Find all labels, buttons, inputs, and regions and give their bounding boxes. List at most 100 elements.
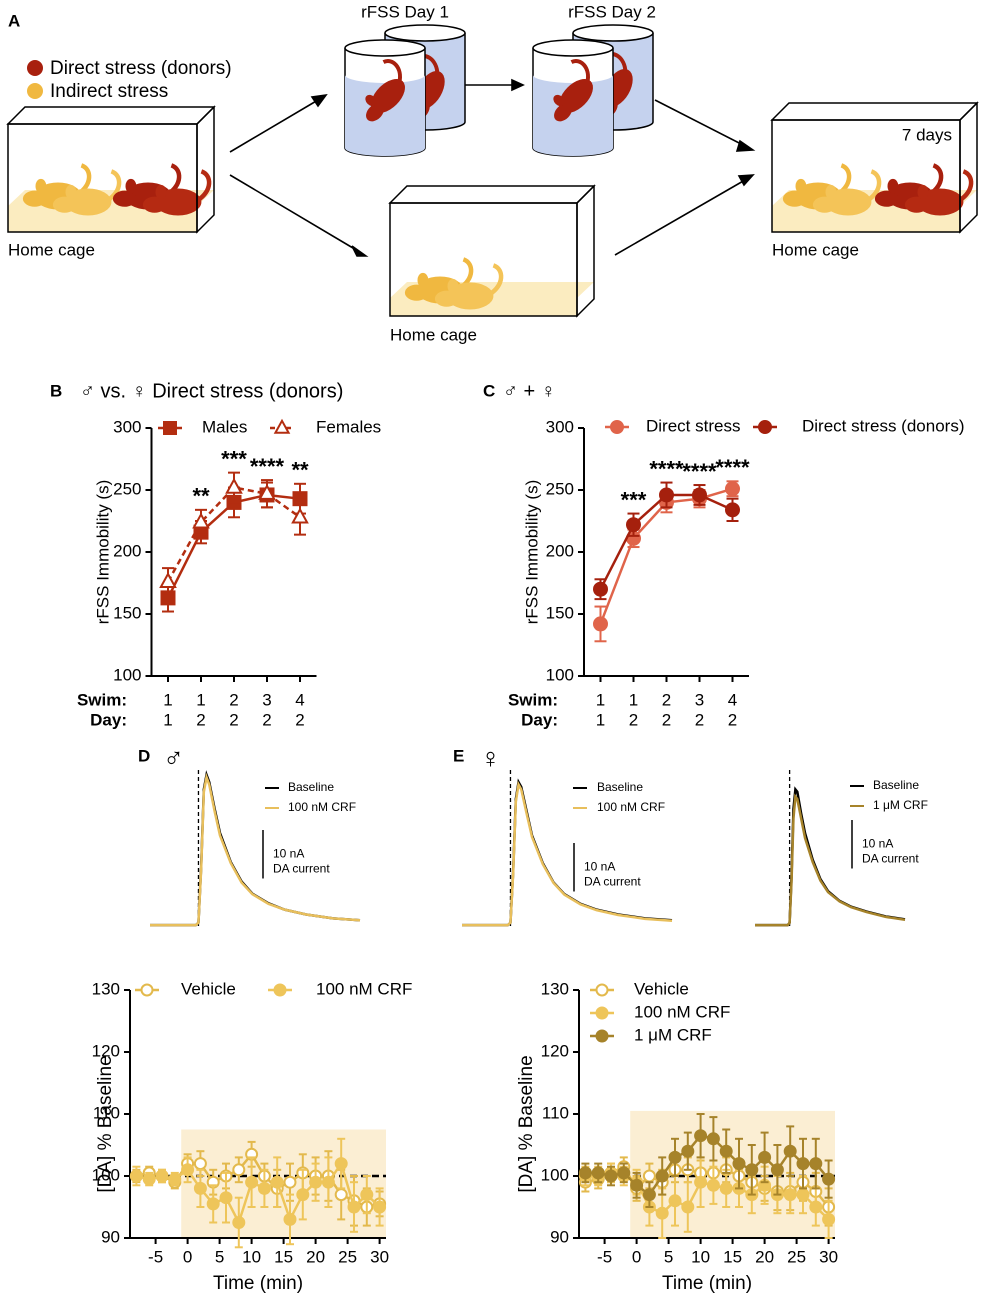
x-tick-label: 10 — [691, 1247, 710, 1266]
x-tick-label: 2 — [295, 710, 304, 729]
data-point — [809, 1200, 823, 1214]
cage-label: Home cage — [390, 325, 477, 344]
scale-bar-caption: DA current — [584, 874, 641, 888]
data-point — [321, 1175, 335, 1189]
y-axis-label: rFSS Immobility (s) — [93, 480, 112, 625]
data-point — [719, 1144, 733, 1158]
data-point — [232, 1216, 246, 1229]
legend-marker — [758, 420, 772, 434]
data-point — [578, 1166, 592, 1180]
data-point — [309, 1175, 323, 1189]
x-tick-label: 4 — [728, 690, 737, 709]
data-point — [129, 1169, 143, 1183]
data-point — [822, 1172, 836, 1186]
trace-line — [755, 793, 906, 927]
x-tick-label: 20 — [306, 1247, 325, 1266]
data-point — [655, 1206, 669, 1220]
data-point — [822, 1212, 836, 1226]
data-point — [593, 581, 608, 597]
legend-label: 100 nM CRF — [597, 800, 665, 814]
y-tick-label: 150 — [546, 603, 574, 622]
legend-label: 1 μM CRF — [634, 1025, 712, 1044]
y-tick-label: 100 — [546, 665, 574, 684]
x-row-label: Day: — [90, 710, 127, 729]
cage-label: Home cage — [8, 240, 95, 259]
stage-label: rFSS Day 1 — [361, 2, 449, 21]
data-point — [796, 1188, 810, 1202]
data-point — [617, 1166, 631, 1180]
x-tick-label: 2 — [196, 710, 205, 729]
data-point — [591, 1166, 605, 1180]
scale-bar-label: 10 nA — [862, 836, 893, 850]
data-point — [719, 1181, 733, 1195]
data-point — [706, 1132, 720, 1146]
home-cage — [6, 105, 216, 234]
y-tick-label: 110 — [542, 1103, 569, 1122]
x-tick-label: 20 — [755, 1247, 774, 1266]
x-tick-label: 2 — [662, 690, 671, 709]
data-point — [692, 487, 707, 503]
data-point — [257, 1181, 271, 1195]
y-tick-label: 120 — [92, 1041, 120, 1060]
legend-marker — [273, 983, 287, 997]
x-tick-label: -5 — [597, 1247, 612, 1266]
y-tick-label: 150 — [113, 603, 141, 622]
panel-letter: B — [50, 381, 62, 400]
x-tick-label: 1 — [163, 710, 172, 729]
significance-label: **** — [715, 455, 750, 480]
significance-label: ** — [291, 458, 309, 483]
chart-title: ♂ — [163, 742, 184, 773]
y-tick-label: 100 — [92, 1165, 120, 1184]
panel-letter: C — [483, 381, 495, 400]
scale-bar-label: 10 nA — [273, 846, 304, 860]
data-point — [193, 1181, 207, 1195]
y-tick-label: 250 — [113, 479, 141, 498]
data-point — [725, 502, 740, 518]
x-tick-label: 3 — [262, 690, 271, 709]
significance-label: **** — [682, 459, 717, 484]
data-point — [193, 1157, 207, 1171]
x-tick-label: 1 — [163, 690, 172, 709]
y-tick-label: 130 — [92, 979, 120, 998]
y-axis-label: rFSS Immobility (s) — [522, 480, 541, 625]
legend-label: Baseline — [597, 780, 643, 794]
legend-dot — [27, 83, 43, 99]
chart-title: ♀ — [480, 742, 501, 773]
data-point — [206, 1197, 220, 1211]
data-point — [360, 1188, 374, 1202]
data-point — [655, 1169, 669, 1183]
x-row-label: Swim: — [508, 690, 558, 709]
y-axis-label: [DA] % Baseline — [516, 1055, 537, 1192]
y-tick-label: 90 — [101, 1227, 120, 1246]
data-point — [296, 1188, 310, 1202]
x-tick-label: 2 — [728, 710, 737, 729]
y-tick-label: 120 — [541, 1041, 569, 1060]
data-point — [142, 1172, 156, 1186]
data-point — [291, 507, 309, 524]
y-tick-label: 250 — [546, 479, 574, 498]
data-point — [168, 1172, 182, 1186]
data-point — [593, 616, 608, 632]
legend-label: Baseline — [288, 780, 334, 794]
data-point — [770, 1163, 784, 1177]
x-tick-label: 2 — [262, 710, 271, 729]
x-tick-label: 1 — [629, 690, 638, 709]
data-point — [681, 1200, 695, 1214]
trace-line — [150, 772, 361, 927]
x-tick-label: 30 — [370, 1247, 389, 1266]
chart-title: ♂ vs. ♀ Direct stress (donors) — [80, 380, 343, 402]
legend-label: 100 nM CRF — [288, 800, 356, 814]
legend-label: 1 μM CRF — [873, 798, 928, 812]
data-point — [604, 1169, 618, 1183]
legend-marker — [595, 983, 609, 997]
x-tick-label: 1 — [596, 710, 605, 729]
chart-title: ♂ + ♀ — [503, 380, 556, 402]
x-tick-label: 4 — [295, 690, 304, 709]
data-point — [155, 1169, 169, 1183]
legend-label: 100 nM CRF — [316, 979, 412, 998]
data-point — [225, 477, 243, 494]
data-point — [159, 571, 177, 588]
legend-label: 100 nM CRF — [634, 1002, 730, 1021]
